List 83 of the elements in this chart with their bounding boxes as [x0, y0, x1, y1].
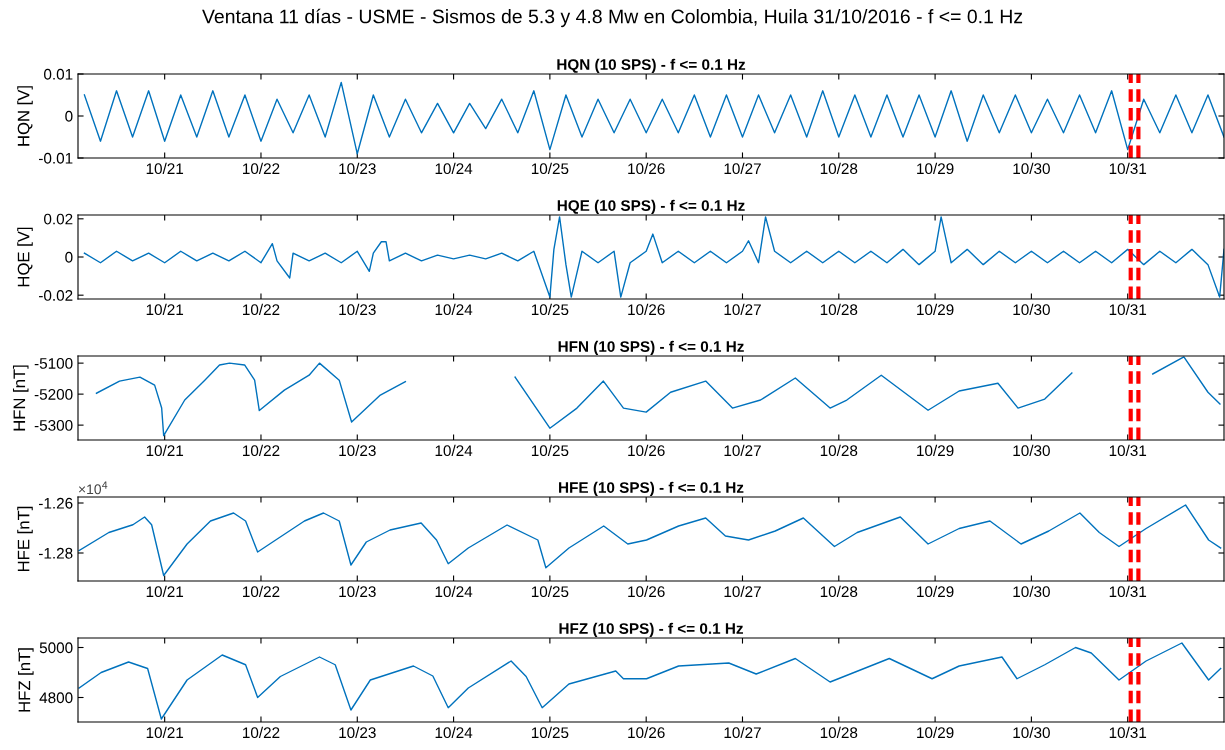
chart-title: HFN (10 SPS) - f <= 0.1 Hz — [558, 340, 744, 355]
text: ×10$^{4}$ — [78, 481, 108, 495]
y-tick-label: -0.02 — [39, 290, 73, 301]
x-tick-label: 10/26 — [628, 726, 665, 739]
x-tick-label: 10/27 — [724, 585, 761, 598]
x-tick-label: 10/29 — [917, 162, 954, 175]
x-tick-label: 10/30 — [1013, 162, 1050, 175]
y-axis-title: HFZ [nT] — [18, 648, 34, 712]
y-axis-title: HFE [nT] — [17, 506, 33, 571]
x-tick-label: 10/27 — [724, 444, 761, 457]
y-tick-label: 0.01 — [44, 68, 73, 80]
x-tick-label: 10/22 — [243, 585, 280, 598]
y-tick-label: -5200 — [34, 388, 73, 400]
x-tick-label: 10/23 — [339, 585, 376, 598]
y-axis-title: HFN [nT] — [12, 365, 29, 431]
y-axis-title: HQN [V] — [17, 86, 33, 146]
x-tick-label: 10/29 — [917, 585, 954, 598]
x-tick-label: 10/21 — [146, 162, 184, 175]
line-series — [83, 81, 1224, 155]
x-tick-label: 10/23 — [339, 303, 376, 316]
line-series — [78, 504, 1222, 577]
y-tick-label: -1.28 — [39, 547, 73, 559]
x-tick-label: 10/28 — [820, 444, 858, 457]
x-tick-label: 10/31 — [1109, 585, 1147, 598]
x-tick-label: 10/27 — [724, 303, 761, 316]
x-tick-label: 10/28 — [820, 585, 858, 598]
x-tick-label: 10/30 — [1013, 585, 1050, 598]
y-tick-label: 0.02 — [44, 213, 73, 225]
x-tick-label: 10/24 — [435, 162, 473, 175]
y-tick-label: 0 — [65, 251, 73, 263]
y-tick-label: -5100 — [34, 358, 73, 369]
x-tick-label: 10/30 — [1013, 726, 1050, 739]
x-tick-label: 10/25 — [531, 585, 569, 598]
x-tick-label: 10/29 — [917, 726, 954, 739]
x-tick-label: 10/22 — [243, 162, 280, 175]
x-tick-label: 10/25 — [531, 162, 569, 175]
x-tick-label: 10/30 — [1013, 444, 1050, 457]
x-tick-label: 10/26 — [628, 162, 665, 175]
x-tick-label: 10/25 — [531, 726, 569, 739]
x-tick-label: 10/28 — [820, 303, 858, 316]
chart-title: HFE (10 SPS) - f <= 0.1 Hz — [559, 481, 744, 496]
x-tick-label: 10/22 — [243, 726, 280, 739]
x-tick-label: 10/21 — [146, 444, 184, 457]
x-tick-label: 10/26 — [628, 303, 665, 316]
chart-title: HQN (10 SPS) - f <= 0.1 Hz — [557, 58, 746, 73]
x-tick-label: 10/24 — [435, 585, 473, 598]
y-tick-label: 4800 — [39, 692, 73, 704]
x-tick-label: 10/23 — [339, 444, 376, 457]
text: Ventana 11 días - USME - Sismos de 5.3 y 4.8 Mw en Colombia, Huila 31/10/2016 - f <= 0.1 Hz — [202, 8, 1023, 28]
x-tick-label: 10/28 — [820, 726, 858, 739]
x-tick-label: 10/26 — [628, 585, 665, 598]
x-tick-label: 10/31 — [1109, 726, 1147, 739]
x-tick-label: 10/31 — [1109, 303, 1147, 316]
x-tick-label: 10/24 — [435, 726, 473, 739]
x-tick-label: 10/21 — [146, 303, 184, 316]
x-tick-label: 10/24 — [435, 303, 473, 316]
x-tick-label: 10/21 — [146, 726, 184, 739]
chart-title: HQE (10 SPS) - f <= 0.1 Hz — [557, 199, 745, 214]
y-tick-label: -1.26 — [39, 497, 73, 509]
x-tick-label: 10/30 — [1013, 303, 1050, 316]
x-tick-label: 10/22 — [243, 303, 280, 316]
x-tick-label: 10/22 — [243, 444, 280, 457]
x-tick-label: 10/28 — [820, 162, 858, 175]
y-tick-label: 0 — [65, 110, 73, 122]
x-tick-label: 10/27 — [724, 162, 761, 175]
x-tick-label: 10/27 — [724, 726, 761, 739]
x-tick-label: 10/31 — [1109, 444, 1147, 457]
x-tick-label: 10/25 — [531, 444, 569, 457]
y-tick-label: 5000 — [39, 642, 73, 654]
line-series — [83, 216, 1224, 298]
x-tick-label: 10/29 — [917, 303, 954, 316]
x-tick-label: 10/31 — [1109, 162, 1147, 175]
x-tick-label: 10/25 — [531, 303, 569, 316]
y-tick-label: -0.01 — [39, 152, 73, 164]
x-tick-label: 10/24 — [435, 444, 473, 457]
x-tick-label: 10/26 — [628, 444, 665, 457]
y-tick-label: -5300 — [34, 419, 73, 431]
y-axis-title: HQE [V] — [17, 227, 33, 287]
x-tick-label: 10/21 — [146, 585, 184, 598]
x-tick-label: 10/23 — [339, 162, 376, 175]
x-tick-label: 10/29 — [917, 444, 954, 457]
chart-title: HFZ (10 SPS) - f <= 0.1 Hz — [559, 622, 743, 637]
x-tick-label: 10/23 — [339, 726, 376, 739]
